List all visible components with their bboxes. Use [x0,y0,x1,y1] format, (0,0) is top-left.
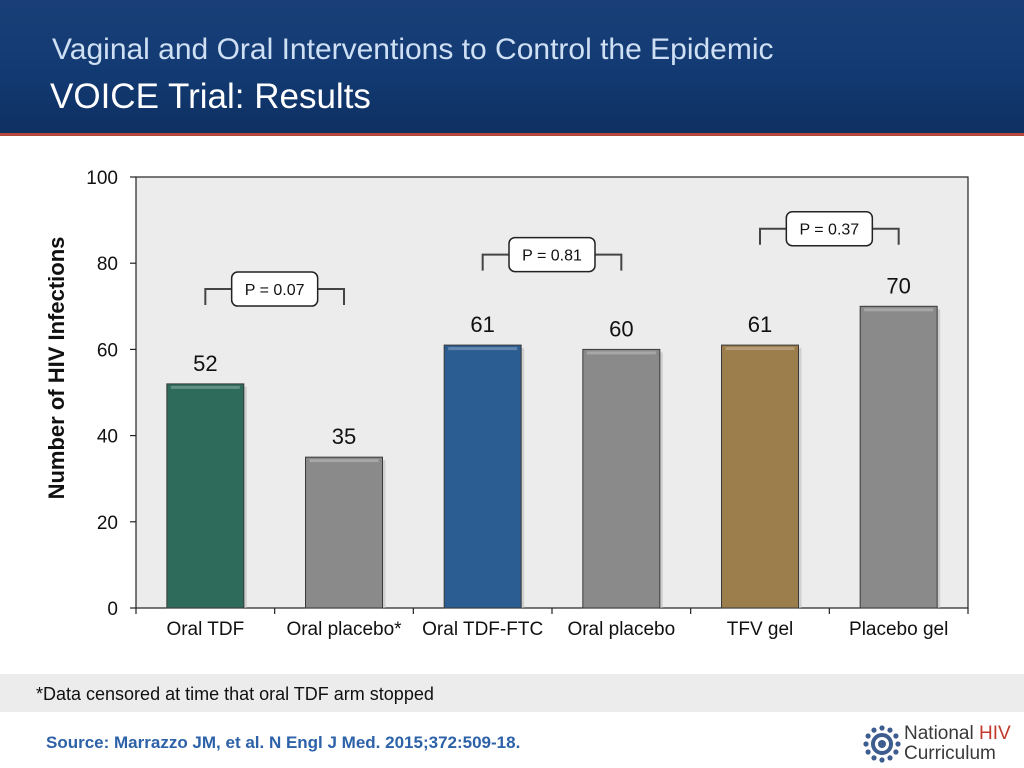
p-value-bracket [481,253,623,271]
y-tick-label: 20 [97,513,118,534]
bar [166,383,245,609]
y-tick-label: 100 [86,168,118,189]
bar-highlight [725,347,795,351]
x-tick-label: Oral TDF-FTC [422,619,543,640]
x-tick-label: Oral TDF [166,619,244,640]
x-tick-label: TFV gel [727,619,794,640]
y-tick-label: 80 [97,254,118,275]
data-label: 61 [748,312,772,337]
y-axis-label: Number of HIV Infections [44,237,69,500]
bar-highlight [309,459,379,463]
data-label: 70 [886,273,910,298]
y-tick-label: 60 [97,340,118,361]
logo-word-curriculum: Curriculum [904,743,996,764]
p-value-box [230,271,319,307]
data-label: 35 [332,424,356,449]
bar-highlight [586,351,656,355]
bar [305,456,383,609]
bar [443,344,522,609]
bar [721,344,799,609]
footnote: *Data censored at time that oral TDF arm… [36,684,434,704]
logo-word-national: National [904,723,979,744]
bar-highlight [864,308,934,312]
y-tick-label: 0 [107,599,118,620]
bar-highlight [170,385,240,389]
data-label: 61 [470,312,494,337]
p-value-bracket [204,288,345,306]
data-label: 52 [193,351,217,376]
bar-chart: 0 20 40 60 80 100 Number of HIV Infections 52 Or… [44,168,969,640]
slide-header: Vaginal and Oral Interventions to Contro… [0,0,1024,136]
p-value-bracket [759,227,900,245]
gear-icon [863,725,901,763]
p-value-label: P = 0.81 [522,248,582,265]
data-label: 60 [609,316,633,341]
p-value-label: P = 0.07 [245,282,305,299]
logo-text: National HIV Curriculum [904,724,1011,764]
footnote-band: *Data censored at time that oral TDF arm… [0,674,1024,712]
source-citation: Source: Marrazzo JM, et al. N Engl J Med… [46,733,521,752]
p-value-label: P = 0.37 [799,222,859,239]
x-tick-label: Placebo gel [849,619,948,640]
p-value-box [508,236,596,273]
bar-highlight [448,347,518,351]
slide-title: Vaginal and Oral Interventions to Contro… [52,33,774,66]
x-tick-label: Oral placebo [567,619,675,640]
p-value-box [785,210,874,247]
bar [582,348,661,609]
x-tick-label: Oral placebo* [286,619,402,640]
logo-word-hiv: HIV [979,723,1011,744]
y-tick-label: 40 [97,427,118,448]
bar [859,305,938,609]
slide-subtitle: VOICE Trial: Results [50,77,371,116]
logo: National HIV Curriculum [862,722,1022,766]
